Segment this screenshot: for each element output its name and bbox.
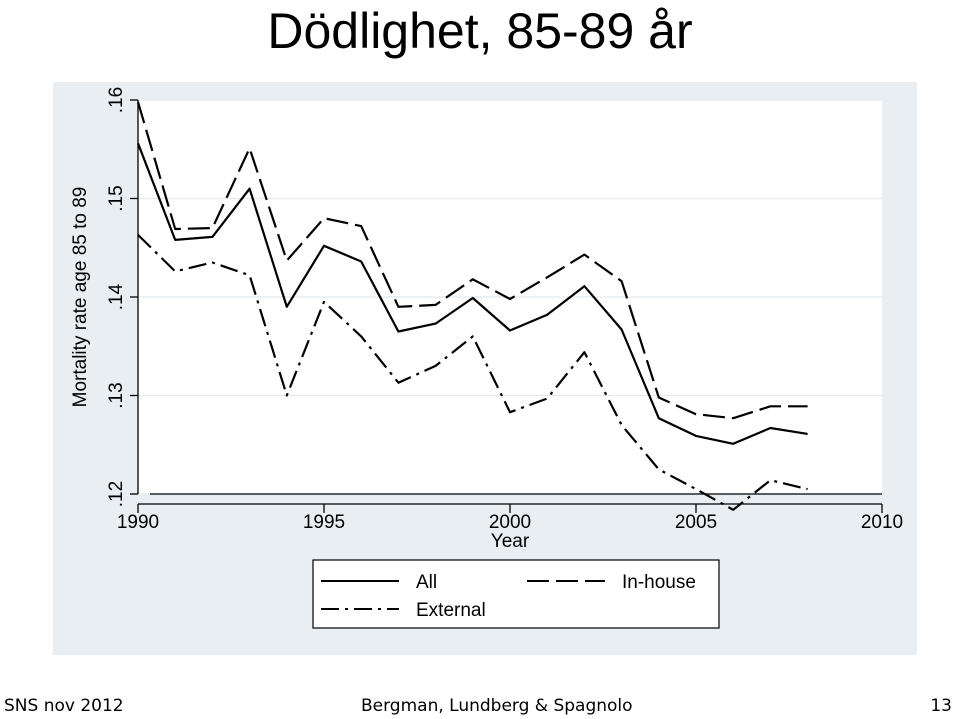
x-tick-label: 2005 xyxy=(675,512,717,533)
y-tick-label: .13 xyxy=(106,382,127,408)
legend-label: All xyxy=(416,572,437,593)
legend-label: External xyxy=(416,600,486,621)
y-axis-title: Mortality rate age 85 to 89 xyxy=(70,187,91,408)
chart-panel: .12 .13 .14 .15 .16 Mortality rate age 85 to … xyxy=(53,82,917,655)
series-line-all xyxy=(136,142,808,445)
y-tick-label: .15 xyxy=(106,185,127,211)
x-tick-label: 2000 xyxy=(489,512,531,533)
line-chart: .12 .13 .14 .15 .16 Mortality rate age 85 to … xyxy=(70,87,903,629)
footer-authors: Bergman, Lundberg & Spagnolo xyxy=(361,696,633,716)
series-line-external xyxy=(137,234,808,511)
page-number: 13 xyxy=(930,696,952,716)
legend-box xyxy=(312,559,720,629)
y-tick-label: .14 xyxy=(106,283,127,310)
x-tick-label: 2010 xyxy=(861,512,903,533)
x-axis-title: Year xyxy=(491,531,530,552)
y-tick-label: .16 xyxy=(106,87,127,113)
x-tick-label: 1990 xyxy=(117,512,159,533)
slide-title: Dödlighet, 85-89 år xyxy=(267,3,693,59)
footer-date: SNS nov 2012 xyxy=(4,696,124,716)
x-tick-label: 1995 xyxy=(303,512,345,533)
series-line-in-house xyxy=(136,101,808,420)
legend-label: In-house xyxy=(622,572,696,593)
y-tick-label: .12 xyxy=(106,481,127,507)
